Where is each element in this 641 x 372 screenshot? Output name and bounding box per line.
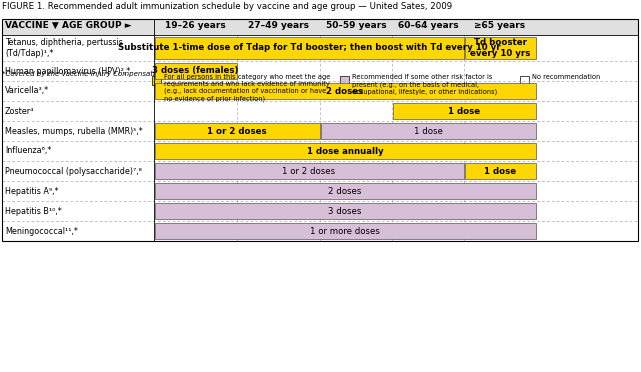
Bar [154, 163, 463, 179]
Bar [2, 19, 638, 35]
Text: 1 or 2 doses: 1 or 2 doses [283, 167, 335, 176]
Text: AGE GROUP ►: AGE GROUP ► [62, 21, 131, 30]
Bar [392, 103, 535, 119]
Bar [520, 76, 529, 85]
Text: 1 dose: 1 dose [413, 126, 442, 135]
Text: Influenza⁶,*: Influenza⁶,* [5, 147, 51, 155]
Text: 3 doses: 3 doses [328, 206, 362, 215]
Text: Substitute 1-time dose of Tdap for Td booster; then boost with Td every 10 yr: Substitute 1-time dose of Tdap for Td bo… [118, 44, 501, 52]
Text: VACCINE ▼: VACCINE ▼ [5, 21, 59, 30]
Bar [154, 123, 319, 139]
Text: 2 doses: 2 doses [328, 186, 362, 196]
Text: Meningococcal¹¹,*: Meningococcal¹¹,* [5, 227, 78, 235]
Text: 1 or 2 doses: 1 or 2 doses [207, 126, 267, 135]
Bar [340, 76, 349, 85]
Text: Pneumococcal (polysaccharide)⁷,⁸: Pneumococcal (polysaccharide)⁷,⁸ [5, 167, 142, 176]
Text: 3 doses (females): 3 doses (females) [153, 67, 238, 76]
Text: Tetanus, diphtheria, pertussis
(Td/Tdap)¹,*: Tetanus, diphtheria, pertussis (Td/Tdap)… [5, 38, 123, 58]
Bar [154, 183, 535, 199]
Bar [465, 163, 535, 179]
Bar [320, 123, 535, 139]
Bar [154, 63, 237, 79]
Text: 1 dose: 1 dose [484, 167, 516, 176]
Text: Varicella³,*: Varicella³,* [5, 87, 49, 96]
Text: 2 doses: 2 doses [326, 87, 363, 96]
Bar [154, 37, 463, 59]
Bar [154, 83, 535, 99]
Text: Zoster⁴: Zoster⁴ [5, 106, 35, 115]
Text: Hepatitis A⁹,*: Hepatitis A⁹,* [5, 186, 58, 196]
Text: 19–26 years: 19–26 years [165, 21, 226, 30]
Text: 27–49 years: 27–49 years [248, 21, 309, 30]
Text: 50–59 years: 50–59 years [326, 21, 387, 30]
Text: 1 dose annually: 1 dose annually [306, 147, 383, 155]
Text: *Covered by the Vaccine Injury Compensation Program.: *Covered by the Vaccine Injury Compensat… [2, 71, 198, 77]
Text: Human papillomavirus (HPV)²,*: Human papillomavirus (HPV)²,* [5, 67, 130, 76]
Text: 1 or more doses: 1 or more doses [310, 227, 380, 235]
Text: Td booster
every 10 yrs: Td booster every 10 yrs [470, 38, 530, 58]
Text: FIGURE 1. Recommended adult immunization schedule by vaccine and age group — Uni: FIGURE 1. Recommended adult immunization… [2, 2, 452, 11]
Text: For all persons in this category who meet the age
requirements and who lack evid: For all persons in this category who mee… [164, 74, 330, 102]
Text: Recommended if some other risk factor is
present (e.g., on the basis of medical,: Recommended if some other risk factor is… [352, 74, 497, 95]
Text: Hepatitis B¹⁰,*: Hepatitis B¹⁰,* [5, 206, 62, 215]
Bar [154, 223, 535, 239]
Bar [465, 37, 535, 59]
Text: ≥65 years: ≥65 years [474, 21, 526, 30]
Bar [152, 76, 161, 85]
Text: No recommendation: No recommendation [532, 74, 600, 80]
Bar [154, 203, 535, 219]
Text: 60–64 years: 60–64 years [397, 21, 458, 30]
Text: 1 dose: 1 dose [448, 106, 480, 115]
Bar [154, 143, 535, 159]
Text: Measles, mumps, rubella (MMR)⁵,*: Measles, mumps, rubella (MMR)⁵,* [5, 126, 143, 135]
Bar [2, 19, 638, 241]
